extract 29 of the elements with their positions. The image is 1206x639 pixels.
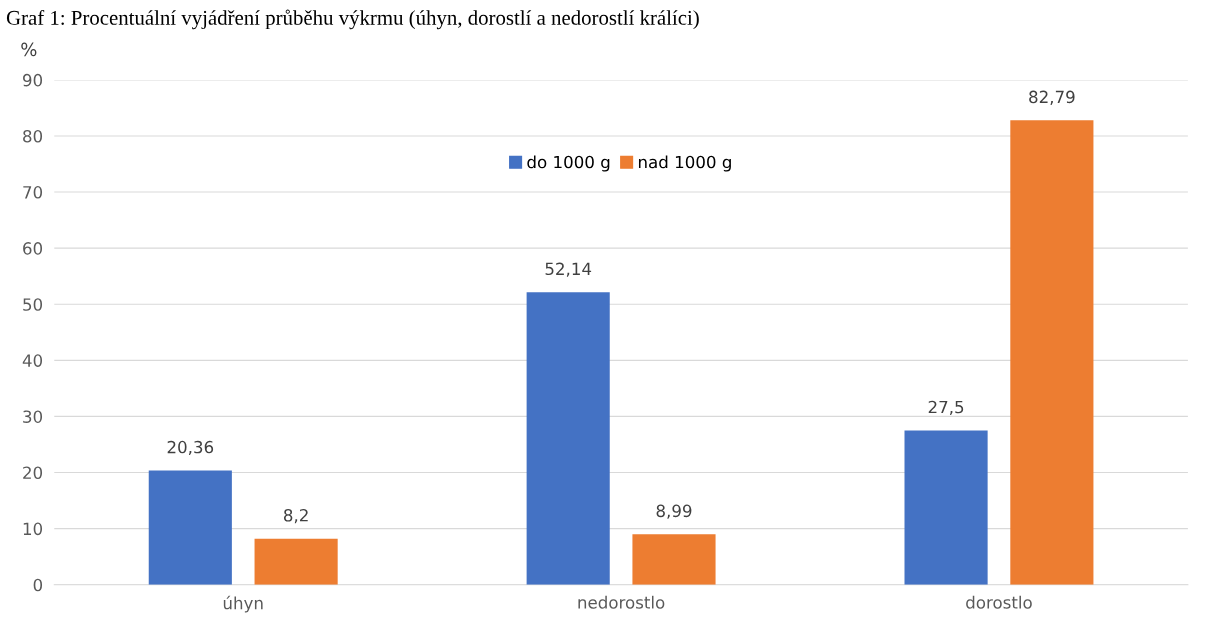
y-tick-label: 90 [23,73,43,87]
bar [632,534,716,585]
bar [148,470,232,585]
data-label: 27,5 [928,400,964,416]
data-label: 8,2 [283,508,308,524]
y-tick-label: 40 [22,354,43,367]
bar [254,538,338,585]
data-label: 8,99 [656,504,692,519]
y-axis-title: % [21,42,37,57]
data-label: 82,79 [1029,90,1075,105]
x-tick-label: nedorostlo [578,595,665,609]
y-tick-label: 50 [23,298,43,311]
y-tick-label: 70 [23,186,43,199]
bar [526,292,610,585]
chart-title: Graf 1: Procentuální vyjádření průběhu výkrmu (úhyn, dorostlí a nedorostlí králíci) [6,9,699,30]
y-tick-label: 10 [23,522,43,536]
y-tick-label: 80 [23,129,43,143]
bar [1010,120,1094,585]
bar [904,430,988,585]
x-tick-label: dorostlo [966,595,1032,609]
x-tick-label: úhyn [223,595,263,613]
data-label: 52,14 [545,262,592,277]
y-tick-label: 60 [23,242,43,255]
y-tick-label: 30 [23,410,43,423]
legend-label: nad 1000 g [638,155,731,172]
y-tick-label: 0 [33,578,43,592]
legend-label: do 1000 g [527,155,610,172]
data-label: 20,36 [167,440,214,456]
y-tick-label: 20 [23,466,43,480]
